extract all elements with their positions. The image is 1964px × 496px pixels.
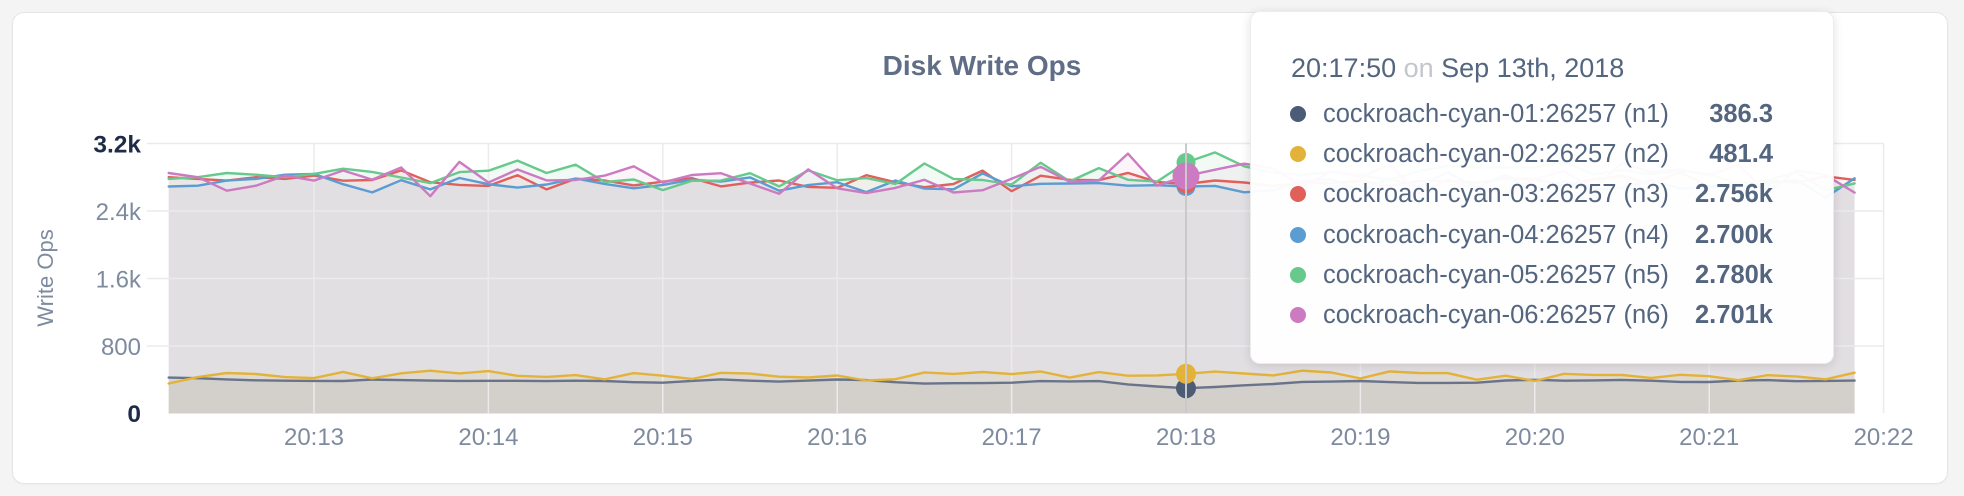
svg-text:20:21: 20:21 [1679,424,1739,451]
svg-text:2.4k: 2.4k [96,199,142,226]
svg-text:20:16: 20:16 [807,424,867,451]
svg-text:3.2k: 3.2k [93,132,141,159]
svg-text:20:22: 20:22 [1854,424,1914,451]
svg-text:20:20: 20:20 [1505,424,1565,451]
svg-text:20:17: 20:17 [982,424,1042,451]
svg-text:20:13: 20:13 [284,424,344,451]
svg-text:Write Ops: Write Ops [33,229,58,326]
svg-text:1.6k: 1.6k [96,267,142,294]
svg-text:800: 800 [101,334,141,361]
svg-text:20:18: 20:18 [1156,424,1216,451]
svg-text:20:19: 20:19 [1330,424,1390,451]
svg-text:20:15: 20:15 [633,424,693,451]
svg-text:0: 0 [127,401,141,428]
svg-text:20:14: 20:14 [458,424,518,451]
